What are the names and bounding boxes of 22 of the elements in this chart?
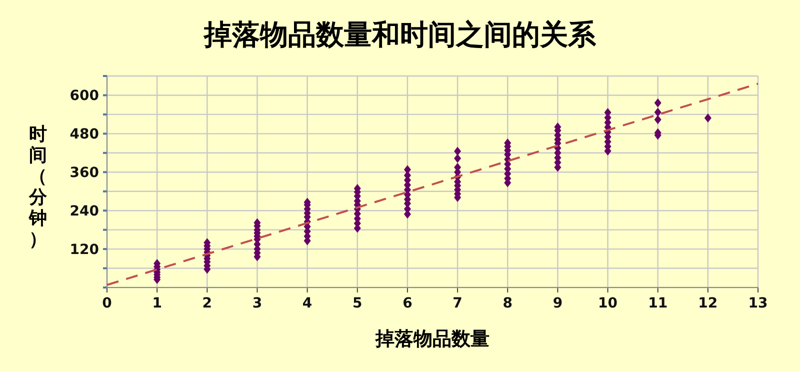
x-tick-label: 5 — [352, 296, 362, 312]
x-tick-label: 6 — [402, 296, 412, 312]
x-tick-label: 10 — [598, 296, 618, 312]
x-tick-label: 12 — [698, 296, 718, 312]
y-tick-label: 480 — [70, 126, 100, 143]
y-tick-label: 240 — [70, 204, 100, 220]
y-tick-label: 360 — [70, 165, 100, 182]
x-tick-label: 9 — [552, 296, 563, 312]
x-tick-label: 2 — [202, 296, 212, 312]
x-tick-label: 3 — [252, 296, 262, 312]
chart-title: 掉落物品数量和时间之间的关系 — [203, 18, 597, 51]
x-tick-label: 4 — [302, 296, 312, 312]
x-tick-label: 13 — [748, 296, 768, 312]
y-axis-title: 时间（分钟） — [28, 124, 48, 250]
x-tick-label: 0 — [102, 296, 112, 312]
x-tick-label: 7 — [452, 296, 462, 312]
y-tick-label: 600 — [70, 88, 100, 104]
x-tick-label: 8 — [502, 296, 512, 312]
x-tick-label: 1 — [152, 296, 162, 312]
x-axis-title: 掉落物品数量 — [374, 328, 490, 350]
y-tick-label: 120 — [70, 242, 100, 258]
x-tick-label: 11 — [648, 296, 668, 312]
